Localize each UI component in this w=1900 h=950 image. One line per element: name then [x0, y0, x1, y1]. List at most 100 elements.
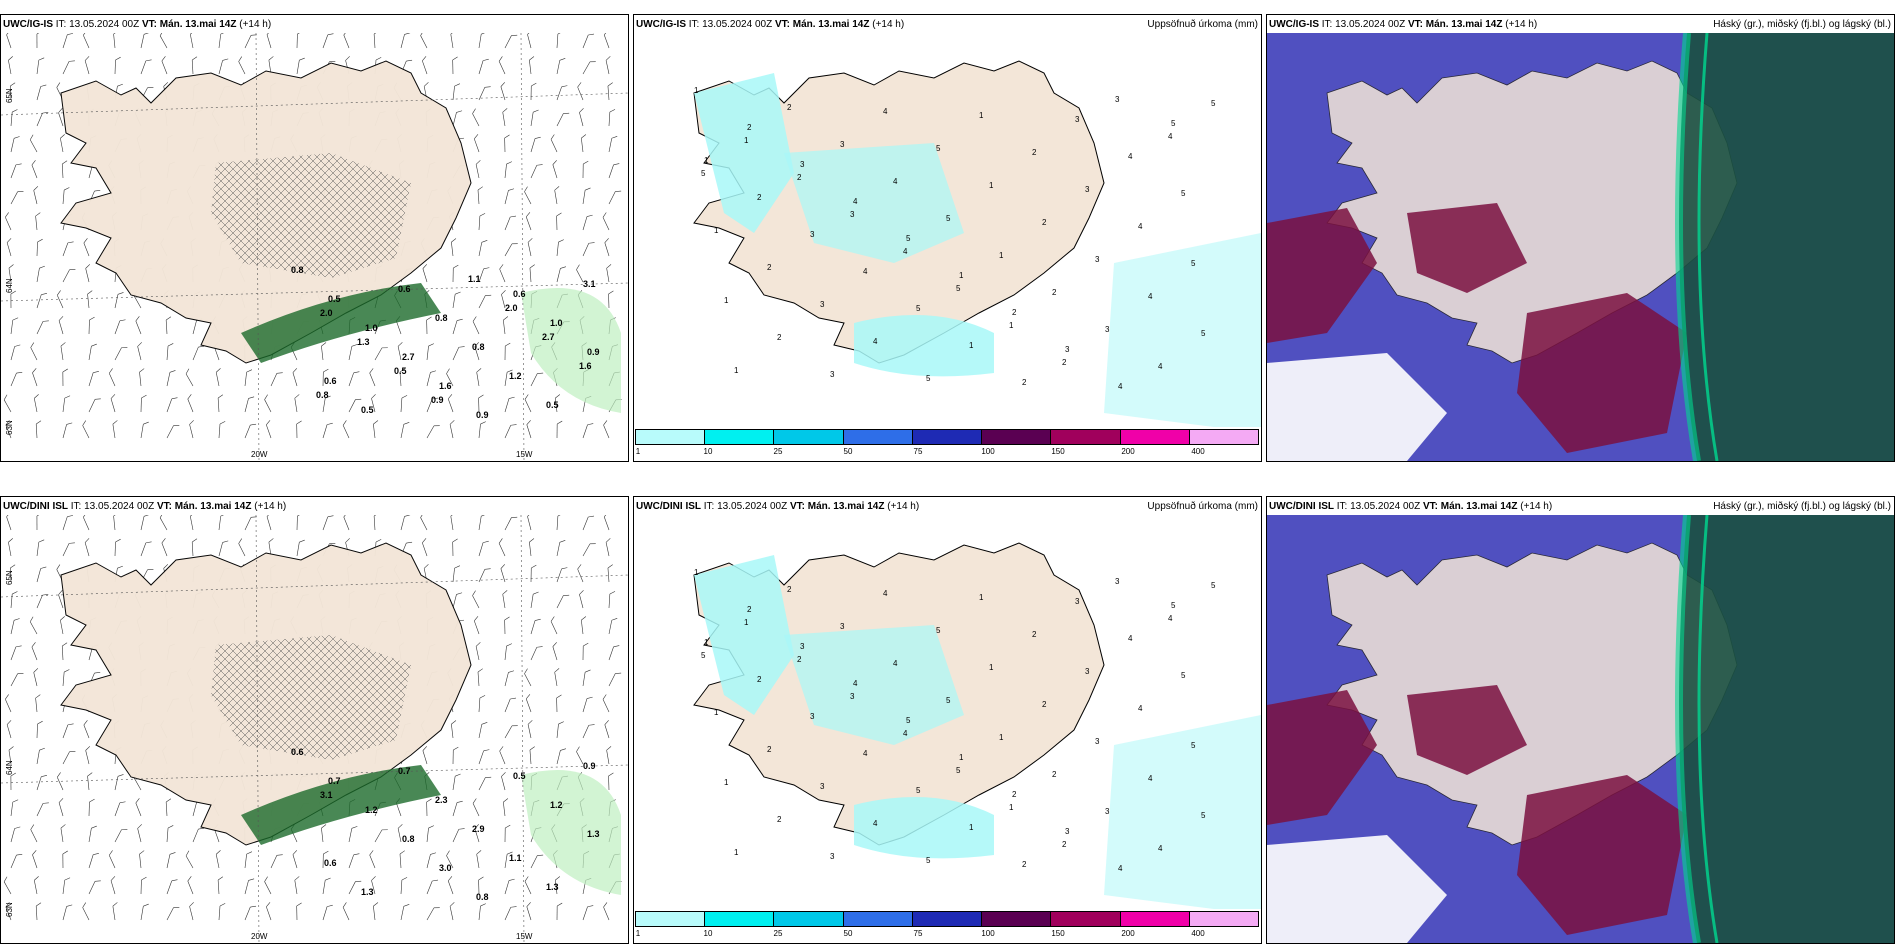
wind-value-label: 0.8 — [472, 342, 485, 352]
svg-text:3: 3 — [800, 160, 805, 169]
wind-value-label: 0.6 — [324, 858, 337, 868]
wind-value-label: 2.7 — [402, 352, 415, 362]
svg-text:4: 4 — [863, 749, 868, 758]
colorbar-bin — [774, 912, 844, 926]
svg-text:4: 4 — [1148, 292, 1153, 301]
colorbar-tick: 150 — [1051, 929, 1065, 938]
colorbar-bin — [1051, 430, 1121, 444]
wind-value-label: 1.2 — [550, 800, 563, 810]
svg-text:1: 1 — [1009, 321, 1014, 330]
svg-text:3: 3 — [800, 642, 805, 651]
svg-text:2: 2 — [1032, 630, 1037, 639]
wind-value-label: 0.8 — [435, 313, 448, 323]
svg-text:5: 5 — [936, 626, 941, 635]
svg-text:3: 3 — [1115, 95, 1120, 104]
svg-text:3: 3 — [1085, 667, 1090, 676]
svg-text:2: 2 — [747, 605, 752, 614]
svg-text:3: 3 — [1075, 597, 1080, 606]
svg-text:2: 2 — [777, 815, 782, 824]
svg-text:3: 3 — [1115, 577, 1120, 586]
wind-value-label: 0.6 — [513, 289, 526, 299]
wind-value-label: 0.5 — [394, 366, 407, 376]
svg-text:4: 4 — [853, 679, 858, 688]
wind-value-label: 0.9 — [431, 395, 444, 405]
lead-time: (+14 h) — [887, 501, 920, 512]
wind-value-label: 0.8 — [476, 892, 489, 902]
wind-value-label: 0.9 — [583, 761, 596, 771]
svg-text:5: 5 — [956, 284, 961, 293]
svg-text:2: 2 — [1022, 378, 1027, 387]
wind-value-label: 1.6 — [439, 381, 452, 391]
svg-text:4: 4 — [893, 177, 898, 186]
svg-text:2: 2 — [1042, 700, 1047, 709]
svg-text:1: 1 — [989, 663, 994, 672]
svg-text:1: 1 — [979, 111, 984, 120]
model-name: UWC/IG-IS — [636, 19, 686, 30]
wind-value-label: 0.5 — [513, 771, 526, 781]
init-time: IT: 13.05.2024 00Z — [1336, 501, 1421, 512]
model-name: UWC/DINI ISL — [1269, 501, 1334, 512]
panel-header: UWC/DINI ISL IT: 13.05.2024 00Z VT: Mán.… — [3, 500, 625, 514]
panel-header: UWC/IG-IS IT: 13.05.2024 00Z VT: Mán. 13… — [636, 18, 1258, 32]
panel-header: UWC/DINI ISL IT: 13.05.2024 00Z VT: Mán.… — [1269, 500, 1891, 514]
colorbar-bin — [912, 430, 983, 444]
svg-text:5: 5 — [1211, 581, 1216, 590]
svg-text:2: 2 — [757, 193, 762, 202]
valid-label: VT: — [789, 501, 805, 512]
svg-text:1: 1 — [999, 733, 1004, 742]
map-panel-precip: UWC/IG-IS IT: 13.05.2024 00Z VT: Mán. 13… — [633, 14, 1262, 462]
lead-time: (+14 h) — [254, 501, 287, 512]
svg-text:5: 5 — [916, 786, 921, 795]
svg-text:4: 4 — [903, 247, 908, 256]
wind-value-label: 0.5 — [546, 400, 559, 410]
svg-text:1: 1 — [724, 778, 729, 787]
colorbar-bin — [912, 912, 983, 926]
svg-text:5: 5 — [701, 169, 706, 178]
panel-title: Háský (gr.), miðský (fj.bl.) og lágský (… — [1713, 501, 1891, 512]
svg-text:3: 3 — [820, 300, 825, 309]
svg-text:5: 5 — [926, 374, 931, 383]
svg-text:2: 2 — [797, 655, 802, 664]
colorbar-tick: 200 — [1121, 929, 1135, 938]
svg-text:1: 1 — [734, 366, 739, 375]
svg-text:2: 2 — [767, 263, 772, 272]
svg-text:4: 4 — [873, 337, 878, 346]
svg-text:4: 4 — [1168, 614, 1173, 623]
svg-text:1: 1 — [734, 848, 739, 857]
svg-text:3: 3 — [850, 692, 855, 701]
valid-label: VT: — [774, 19, 790, 30]
valid-time: Mán. 13.mai 14Z — [159, 19, 237, 30]
svg-text:4: 4 — [853, 197, 858, 206]
svg-text:1: 1 — [724, 296, 729, 305]
colorbar-tick: 1 — [635, 447, 641, 456]
colorbar-tick: 10 — [703, 929, 713, 938]
panel-header: UWC/IG-IS IT: 13.05.2024 00Z VT: Mán. 13… — [1269, 18, 1891, 32]
svg-text:1: 1 — [969, 823, 974, 832]
svg-text:3: 3 — [830, 852, 835, 861]
svg-text:4: 4 — [1168, 132, 1173, 141]
model-name: UWC/IG-IS — [1269, 19, 1319, 30]
wind-value-label: 3.0 — [439, 863, 452, 873]
colorbar-tick: 200 — [1121, 447, 1135, 456]
colorbar-tick: 25 — [773, 447, 783, 456]
svg-text:2: 2 — [1012, 308, 1017, 317]
colorbar-bin — [843, 430, 913, 444]
svg-text:4: 4 — [903, 729, 908, 738]
map-panel-cloud: UWC/IG-IS IT: 13.05.2024 00Z VT: Mán. 13… — [1266, 14, 1895, 462]
wind-value-label: 1.1 — [509, 853, 522, 863]
colorbar-bin — [982, 430, 1052, 444]
svg-text:2: 2 — [797, 173, 802, 182]
wind-value-label: 2.0 — [505, 303, 518, 313]
wind-value-label: 0.5 — [328, 294, 341, 304]
init-time: IT: 13.05.2024 00Z — [688, 19, 773, 30]
init-time: IT: 13.05.2024 00Z — [70, 501, 155, 512]
svg-text:5: 5 — [1191, 741, 1196, 750]
colorbar-bin — [705, 912, 775, 926]
wind-value-label: 1.1 — [468, 274, 481, 284]
axis-label: 63N — [5, 902, 14, 917]
svg-text:3: 3 — [1095, 737, 1100, 746]
svg-text:2: 2 — [777, 333, 782, 342]
svg-text:2: 2 — [1062, 358, 1067, 367]
map-panel-wind: UWC/IG-IS IT: 13.05.2024 00Z VT: Mán. 13… — [0, 14, 629, 462]
